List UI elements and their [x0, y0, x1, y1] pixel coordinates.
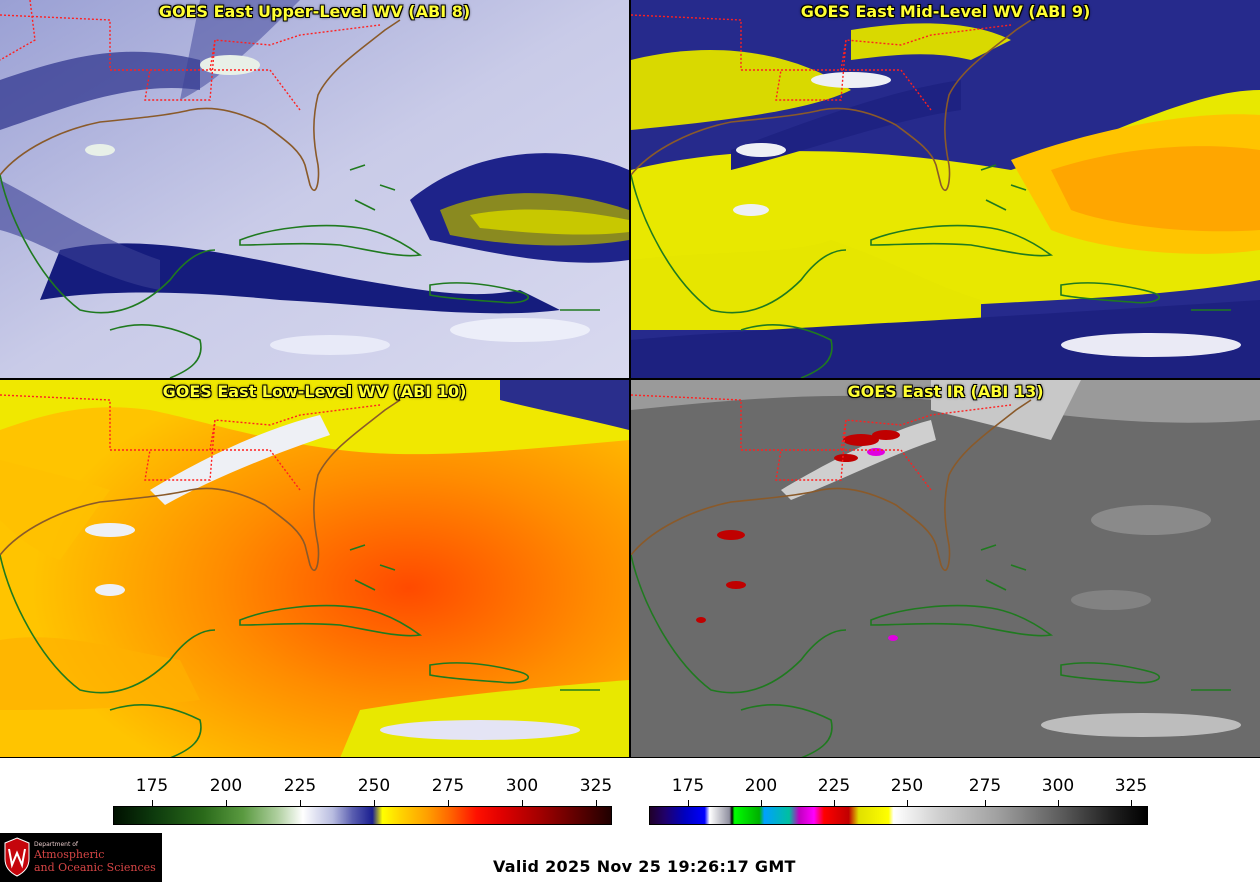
panel-divider-horizontal [0, 378, 1260, 380]
ir-colorbar: 175 200 225 250 275 300 325 [649, 760, 1148, 830]
ir-tick-mark [1058, 800, 1059, 806]
ir-colorbar-strip [649, 806, 1148, 825]
uw-crest-icon [4, 837, 30, 877]
wv-tick-mark [226, 800, 227, 806]
ir-tick-label: 250 [890, 776, 924, 796]
wv-tick-label: 275 [431, 776, 465, 796]
ir-tick-mark [688, 800, 689, 806]
panel-title: GOES East IR (ABI 13) [847, 382, 1044, 401]
wv-tick-mark [152, 800, 153, 806]
wv-tick-label: 250 [357, 776, 391, 796]
wv-colorbar: 175 200 225 250 275 300 325 [113, 760, 612, 830]
logo-text-line1: Atmospheric [34, 848, 105, 861]
wv-tick-mark [522, 800, 523, 806]
wv-tick-label: 175 [135, 776, 169, 796]
wv-tick-label: 300 [505, 776, 539, 796]
ir-tick-mark [985, 800, 986, 806]
wv-tick-mark [374, 800, 375, 806]
logo-department-text: Department of [34, 841, 78, 848]
ir-imagery [631, 380, 1260, 758]
panel-title: GOES East Mid-Level WV (ABI 9) [800, 2, 1091, 21]
wv-tick-label: 200 [209, 776, 243, 796]
ir-tick-mark [834, 800, 835, 806]
ir-tick-mark [1131, 800, 1132, 806]
panel-divider-bottom [0, 757, 1260, 758]
wv-mid-imagery [631, 0, 1260, 378]
wv-tick-mark [448, 800, 449, 806]
valid-time: Valid 2025 Nov 25 19:26:17 GMT [493, 857, 796, 876]
wv-colorbar-strip [113, 806, 612, 825]
wv-tick-mark [596, 800, 597, 806]
ir-tick-mark [761, 800, 762, 806]
panel-mid-level-wv: GOES East Mid-Level WV (ABI 9) [631, 0, 1260, 378]
wv-upper-imagery [0, 0, 629, 378]
panel-title: GOES East Low-Level WV (ABI 10) [162, 382, 467, 401]
ir-tick-label: 175 [671, 776, 705, 796]
panel-low-level-wv: GOES East Low-Level WV (ABI 10) [0, 380, 629, 758]
ir-tick-label: 300 [1041, 776, 1075, 796]
ir-tick-mark [907, 800, 908, 806]
aos-logo: Department of Atmospheric and Oceanic Sc… [0, 833, 162, 882]
logo-text-line2: and Oceanic Sciences [34, 861, 156, 874]
panel-upper-level-wv: GOES East Upper-Level WV (ABI 8) [0, 0, 629, 378]
ir-tick-label: 200 [744, 776, 778, 796]
ir-tick-label: 275 [968, 776, 1002, 796]
wv-tick-mark [300, 800, 301, 806]
wv-low-imagery [0, 380, 629, 758]
wv-colorbar-ticks: 175 200 225 250 275 300 325 [113, 776, 612, 798]
ir-colorbar-ticks: 175 200 225 250 275 300 325 [649, 776, 1148, 798]
wv-tick-label: 225 [283, 776, 317, 796]
wv-tick-label: 325 [579, 776, 613, 796]
panel-title: GOES East Upper-Level WV (ABI 8) [158, 2, 471, 21]
ir-tick-label: 225 [817, 776, 851, 796]
ir-tick-label: 325 [1114, 776, 1148, 796]
panel-ir: GOES East IR (ABI 13) [631, 380, 1260, 758]
